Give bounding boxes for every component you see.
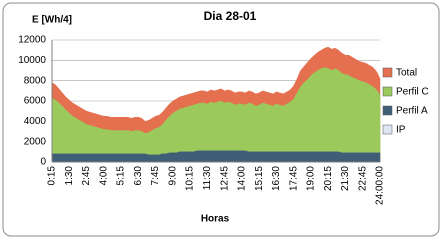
x-tick-label: 21:30 [340,166,351,191]
x-tick-label: 6:30 [133,166,144,186]
x-tick-label: 9:00 [167,166,178,186]
y-tick-label: 0 [40,157,46,168]
x-tick-label: 19:00 [306,166,317,191]
x-tick-label: 11:30 [202,166,213,191]
x-tick-label: 15:15 [254,166,265,191]
x-tick-label: 10:15 [185,166,196,191]
area [51,67,381,163]
y-tick-label: 2000 [24,136,47,147]
x-tick-label: 0:15 [47,166,58,186]
y-tick-label: 6000 [24,96,47,107]
x-tick-label: 16:30 [271,166,282,191]
x-tick-label: 4:00 [98,166,109,186]
legend-label: Perfil A [396,106,428,117]
x-tick-label: 7:45 [150,166,161,186]
x-tick-label: 22:45 [357,166,368,191]
legend-swatch [382,67,393,78]
chart-title: Dia 28-01 [204,9,257,23]
x-tick-label: 5:15 [116,166,127,186]
x-tick-label: 2:45 [81,166,92,186]
x-tick-label: 1:30 [64,166,75,186]
legend-label: Perfil C [396,87,429,98]
legend-swatch [382,124,393,135]
legend-label: Total [396,68,417,79]
y-axis-label: E [Wh/4] [32,15,72,26]
y-tick-label: 12000 [18,35,46,46]
x-tick-label: 17:45 [288,166,299,191]
x-tick-label: 20:15 [323,166,334,191]
x-tick-label: 14:00 [237,166,248,191]
y-tick-label: 8000 [24,75,47,86]
area [51,150,381,163]
legend-swatch [382,86,393,97]
y-tick-label: 4000 [24,116,47,127]
legend-swatch [382,105,393,116]
y-tick-label: 10000 [18,55,46,66]
legend-label: IP [396,125,406,136]
x-axis-label: Horas [201,214,230,225]
x-tick-label: 24:00:00 [375,166,386,205]
x-tick-label: 12:45 [219,166,230,191]
